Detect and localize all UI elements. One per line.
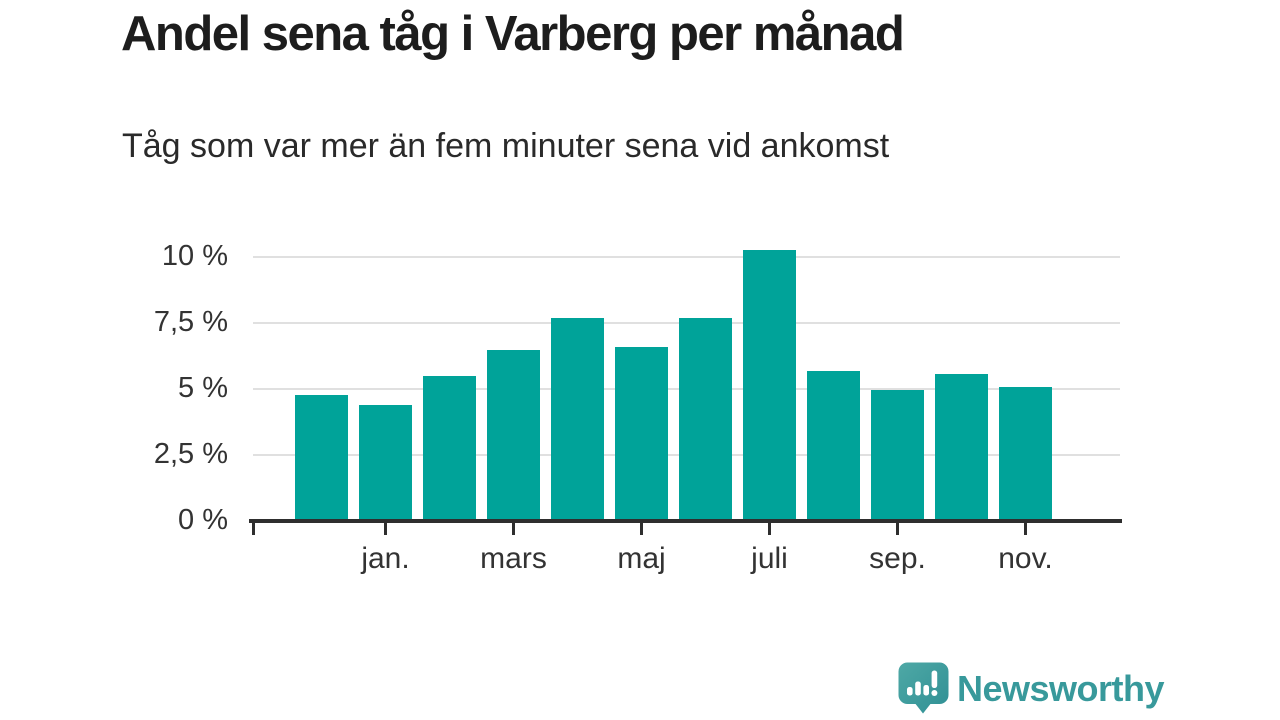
- x-axis-tick: [896, 519, 899, 535]
- bar-2: [359, 405, 412, 519]
- bar-1: [295, 395, 348, 519]
- bar-5: [551, 318, 604, 519]
- chart-title: Andel sena tåg i Varberg per månad: [121, 7, 905, 61]
- y-axis-tick-label: 2,5 %: [153, 438, 228, 470]
- gridline-10: [253, 256, 1120, 258]
- x-axis-tick: [640, 519, 643, 535]
- bar-7: [679, 318, 732, 519]
- y-axis-tick-label: 7,5 %: [153, 306, 228, 338]
- x-axis-tick-label: nov.: [998, 542, 1053, 575]
- y-axis-tick-label: 5 %: [178, 372, 228, 404]
- x-axis-tick-label: juli: [751, 542, 788, 575]
- y-axis-tick-label: 10 %: [161, 240, 228, 272]
- bar-12: [999, 387, 1052, 519]
- y-axis-tick-label: 0 %: [178, 504, 228, 536]
- newsworthy-logo-icon: [897, 661, 950, 720]
- bar-11: [935, 374, 988, 519]
- bar-3: [423, 376, 476, 519]
- x-axis-tick-label: maj: [617, 542, 666, 575]
- x-axis-tick: [1024, 519, 1027, 535]
- bar-4: [487, 350, 540, 519]
- brand-footer: Newsworthy: [897, 661, 1165, 720]
- x-axis-tick-label: mars: [480, 542, 547, 575]
- bar-9: [807, 371, 860, 519]
- x-axis-origin-tick: [252, 519, 255, 535]
- chart-subtitle: Tåg som var mer än fem minuter sena vid …: [122, 127, 890, 165]
- bar-8: [743, 250, 796, 519]
- x-axis-tick-label: sep.: [869, 542, 926, 575]
- x-axis-tick: [768, 519, 771, 535]
- bar-10: [871, 390, 924, 519]
- x-axis-tick: [384, 519, 387, 535]
- x-axis-tick-label: jan.: [361, 542, 410, 575]
- bar-6: [615, 347, 668, 519]
- brand-wordmark: Newsworthy: [957, 668, 1165, 709]
- x-axis-line: [249, 519, 1122, 523]
- x-axis-tick: [512, 519, 515, 535]
